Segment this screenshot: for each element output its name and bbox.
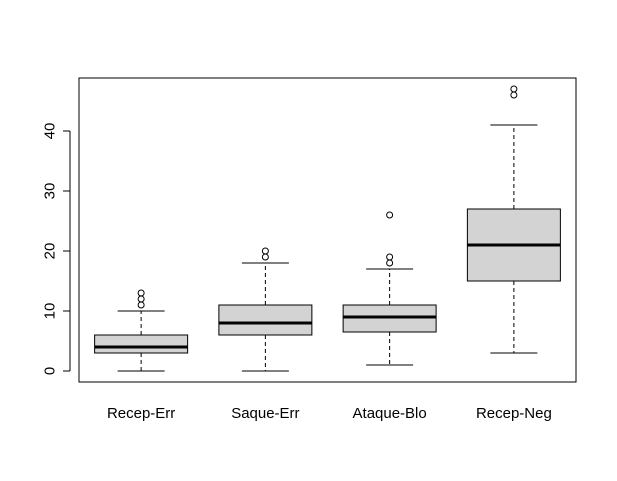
outlier-point (386, 259, 394, 267)
outlier-point (137, 295, 145, 303)
box-1 (94, 289, 189, 372)
boxes (94, 85, 561, 372)
plot-frame (78, 77, 577, 383)
y-axis: 0 10 20 30 40 (42, 123, 71, 375)
y-tick-label-0: 0 (42, 367, 59, 375)
x-tick-label-1: Recep-Err (107, 405, 175, 422)
x-tick-label-2: Saque-Err (231, 405, 299, 422)
outlier-point (137, 289, 145, 297)
box-2 (218, 247, 313, 372)
iqr-box (94, 334, 189, 354)
outlier-point (261, 253, 269, 261)
box-3 (342, 211, 437, 366)
outlier-point (510, 91, 518, 99)
box-4 (466, 85, 561, 354)
y-tick-label-10: 10 (42, 303, 59, 320)
outlier-point (261, 247, 269, 255)
x-tick-label-4: Recep-Neg (476, 405, 552, 422)
y-tick-label-20: 20 (42, 243, 59, 260)
outlier-point (510, 85, 518, 93)
iqr-box (218, 304, 313, 336)
outlier-point (137, 301, 145, 309)
y-tick-label-40: 40 (42, 123, 59, 140)
outlier-point (386, 253, 394, 261)
x-axis-labels: Recep-Err Saque-Err Ataque-Blo Recep-Neg (107, 405, 552, 422)
outlier-point (386, 211, 394, 219)
y-tick-label-30: 30 (42, 183, 59, 200)
x-tick-label-3: Ataque-Blo (353, 405, 427, 422)
